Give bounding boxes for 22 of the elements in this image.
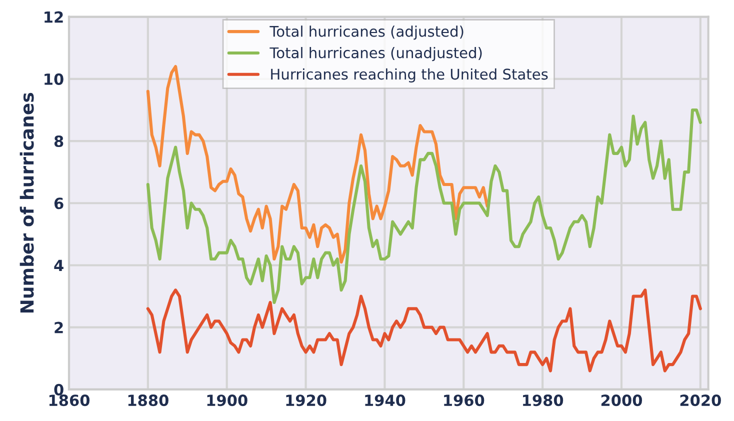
y-tick-label: 2 [54,322,63,334]
x-tick-label: 1900 [207,394,248,406]
x-tick-label: 1940 [365,394,406,406]
y-tick-label: 12 [44,11,63,23]
x-tick-label: 1980 [523,394,564,406]
y-axis-title: Number of hurricanes [20,92,34,313]
y-tick-label: 0 [54,384,64,396]
x-tick-label: 2000 [601,394,642,406]
line-series [146,108,702,304]
y-tick-label: 10 [44,73,64,85]
x-tick-label: 1880 [128,394,168,406]
line-series [146,288,702,372]
legend-label: Total hurricanes (unadjusted) [270,46,482,62]
x-tick-label: 1860 [49,394,90,406]
y-tick-label: 6 [54,198,64,210]
x-tick-label: 1920 [286,394,326,406]
x-tick-label: 2020 [680,394,721,406]
y-tick-label: 4 [54,260,64,272]
legend-label: Total hurricanes (adjusted) [270,26,464,40]
x-tick-label: 1960 [444,394,484,406]
legend-label: Hurricanes reaching the United States [271,68,548,83]
y-tick-label: 8 [54,136,64,148]
